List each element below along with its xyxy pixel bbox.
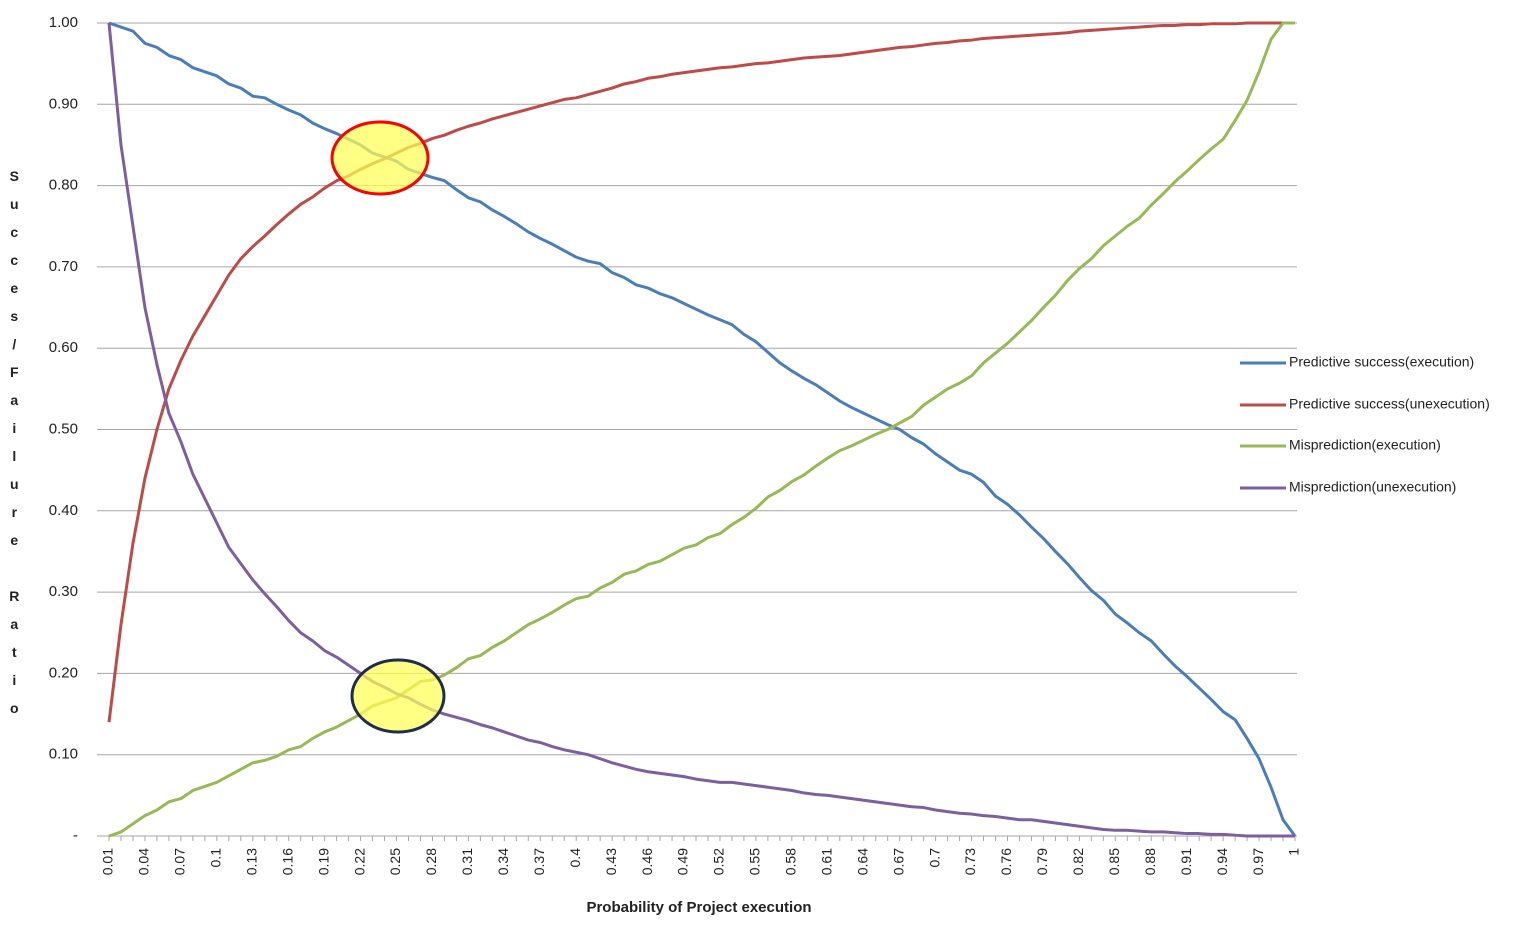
x-tick-label: 0.07 [172, 848, 188, 875]
line-series [108, 21, 1295, 838]
line-series [107, 22, 1295, 838]
x-tick-label: 0.4 [567, 848, 583, 868]
y-tick-label: 0.90 [49, 95, 78, 112]
y-tick-label: 0.80 [49, 177, 78, 194]
x-tick-label: 0.25 [387, 848, 403, 875]
x-tick-label: 0.61 [818, 848, 834, 875]
x-tick-label: 0.52 [711, 848, 727, 875]
y-tick-label: 0.60 [49, 339, 78, 356]
x-tick-label: 0.37 [531, 848, 547, 875]
x-tick-label: 0.19 [315, 848, 331, 875]
x-tick-label: 1 [1286, 848, 1302, 856]
x-tick-label: 0.82 [1070, 848, 1086, 875]
x-tick-label: 0.79 [1034, 848, 1050, 875]
x-tick-label: 0.97 [1250, 848, 1266, 875]
highlight-ellipse [330, 120, 430, 196]
legend-label: Misprediction(unexecution) [1289, 479, 1456, 495]
y-tick-label: 0.40 [49, 502, 78, 519]
x-tick-label: 0.34 [495, 848, 511, 875]
highlight-ellipse [350, 658, 446, 734]
x-tick-label: 0.13 [243, 848, 259, 875]
y-axis-title: Succes/Failure Ratio [6, 168, 22, 728]
x-tick-label: 0.73 [962, 848, 978, 875]
line-series [108, 21, 1297, 837]
y-tick-label: 0.50 [49, 420, 78, 437]
x-tick-label: 0.76 [998, 848, 1014, 875]
y-tick-label: 0.10 [49, 746, 78, 763]
x-tick-label: 0.22 [351, 848, 367, 875]
x-tick-label: 0.31 [459, 848, 475, 875]
x-tick-label: 0.46 [639, 848, 655, 875]
line-series [107, 21, 1295, 723]
lines [107, 21, 1297, 838]
x-tick-label: 0.28 [423, 848, 439, 875]
x-tick-label: 0.67 [890, 848, 906, 875]
legend-label: Misprediction(execution) [1289, 437, 1441, 453]
legend-label: Predictive success(execution) [1289, 354, 1474, 370]
legend-label: Predictive success(unexecution) [1289, 396, 1490, 412]
x-tick-label: 0.43 [603, 848, 619, 875]
x-tick-label: 0.88 [1142, 848, 1158, 875]
x-tick-label: 0.16 [279, 848, 295, 875]
x-tick-label: 0.85 [1106, 848, 1122, 875]
x-tick-label: 0.1 [208, 848, 224, 868]
x-axis-title: Probability of Project execution [586, 899, 811, 916]
y-tick-label: 0.30 [49, 583, 78, 600]
x-tick-label: 0.94 [1214, 848, 1230, 875]
x-tick-label: 0.55 [747, 848, 763, 875]
y-tick-label: 0.20 [49, 664, 78, 681]
x-tick-label: 0.04 [136, 848, 152, 875]
grid: - 0.10 0.20 0.30 0.40 0.50 0.60 0.70 0.80 0.90 1.0… [49, 14, 1302, 875]
y-tick-label: 1.00 [49, 14, 78, 31]
x-tick-label: 0.49 [675, 848, 691, 875]
x-tick-label: 0.01 [100, 848, 116, 875]
x-tick-label: 0.64 [854, 848, 870, 875]
y-tick-label: 0.70 [49, 258, 78, 275]
x-tick-label: 0.91 [1178, 848, 1194, 875]
x-tick-label: 0.7 [926, 848, 942, 868]
y-tick-label: - [73, 827, 78, 844]
x-tick-label: 0.58 [783, 848, 799, 875]
